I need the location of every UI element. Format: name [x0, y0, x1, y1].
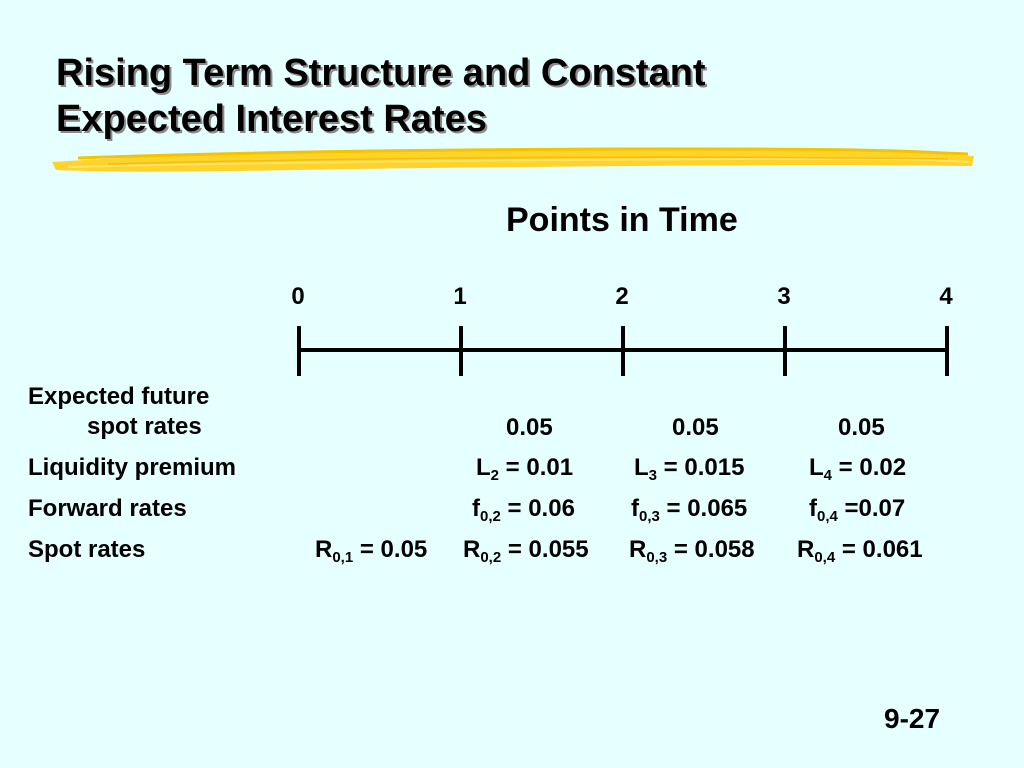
liquidity-premium-4: L4 = 0.02 — [809, 454, 907, 484]
subscript: 0,1 — [332, 549, 354, 566]
symbol: L — [476, 454, 491, 481]
tick-label-4: 4 — [939, 283, 953, 310]
expected-label-line2: spot rates — [87, 413, 202, 440]
liquidity-premium-2: L2 = 0.01 — [476, 454, 574, 484]
value: = 0.055 — [501, 536, 589, 563]
symbol: f — [809, 495, 817, 522]
value: = 0.06 — [500, 495, 575, 522]
slide-title: Rising Term Structure and Constant Expec… — [56, 50, 706, 142]
subscript: 3 — [648, 467, 658, 484]
symbol: L — [634, 454, 649, 481]
value: = 0.065 — [659, 495, 748, 522]
symbol: R — [797, 536, 815, 563]
spot-rate-4: R0,4 = 0.061 — [797, 536, 923, 566]
spot-rate-2: R0,2 = 0.055 — [463, 536, 589, 566]
spot-rate-3: R0,3 = 0.058 — [629, 536, 755, 566]
subscript: 0,2 — [480, 508, 501, 525]
value: = 0.02 — [832, 454, 907, 481]
subscript: 0,4 — [814, 549, 836, 566]
value: = 0.061 — [835, 536, 923, 563]
symbol: R — [315, 536, 333, 563]
forward-rate-4: f0,4 =0.07 — [809, 495, 906, 525]
tick-label-3: 3 — [777, 283, 791, 310]
symbol: L — [809, 454, 824, 481]
tick-label-0: 0 — [291, 283, 305, 310]
points-in-time-heading: Points in Time — [506, 201, 738, 239]
highlighter-underline — [52, 147, 974, 172]
title-line-2: Expected Interest Rates — [56, 98, 487, 140]
forward-label: Forward rates — [28, 495, 187, 522]
forward-rate-3: f0,3 = 0.065 — [631, 495, 748, 525]
value: = 0.01 — [499, 454, 574, 481]
symbol: f — [472, 495, 480, 522]
timeline — [297, 326, 949, 376]
expected-rate-4: 0.05 — [838, 414, 885, 441]
expected-rate-2: 0.05 — [506, 414, 553, 441]
subscript: 2 — [490, 467, 500, 484]
subscript: 0,2 — [480, 549, 502, 566]
expected-rate-3: 0.05 — [672, 414, 719, 441]
symbol: R — [629, 536, 647, 563]
spot-rate-1: R0,1 = 0.05 — [315, 536, 428, 566]
forward-rate-2: f0,2 = 0.06 — [472, 495, 575, 525]
subscript: 0,3 — [639, 508, 660, 525]
value: = 0.015 — [657, 454, 745, 481]
symbol: f — [631, 495, 639, 522]
symbol: R — [463, 536, 481, 563]
tick-label-2: 2 — [615, 283, 629, 310]
value: = 0.05 — [353, 536, 428, 563]
subscript: 0,4 — [817, 508, 838, 525]
title-line-1: Rising Term Structure and Constant — [56, 52, 706, 94]
value: =0.07 — [837, 495, 906, 522]
subscript: 4 — [823, 467, 833, 484]
page-number: 9-27 — [884, 703, 941, 734]
expected-label-line1: Expected future — [28, 383, 210, 410]
subscript: 0,3 — [646, 549, 668, 566]
liquidity-premium-3: L3 = 0.015 — [634, 454, 745, 484]
spot-label: Spot rates — [28, 536, 146, 563]
tick-label-1: 1 — [453, 283, 467, 310]
liquidity-label: Liquidity premium — [28, 454, 237, 481]
value: = 0.058 — [667, 536, 755, 563]
